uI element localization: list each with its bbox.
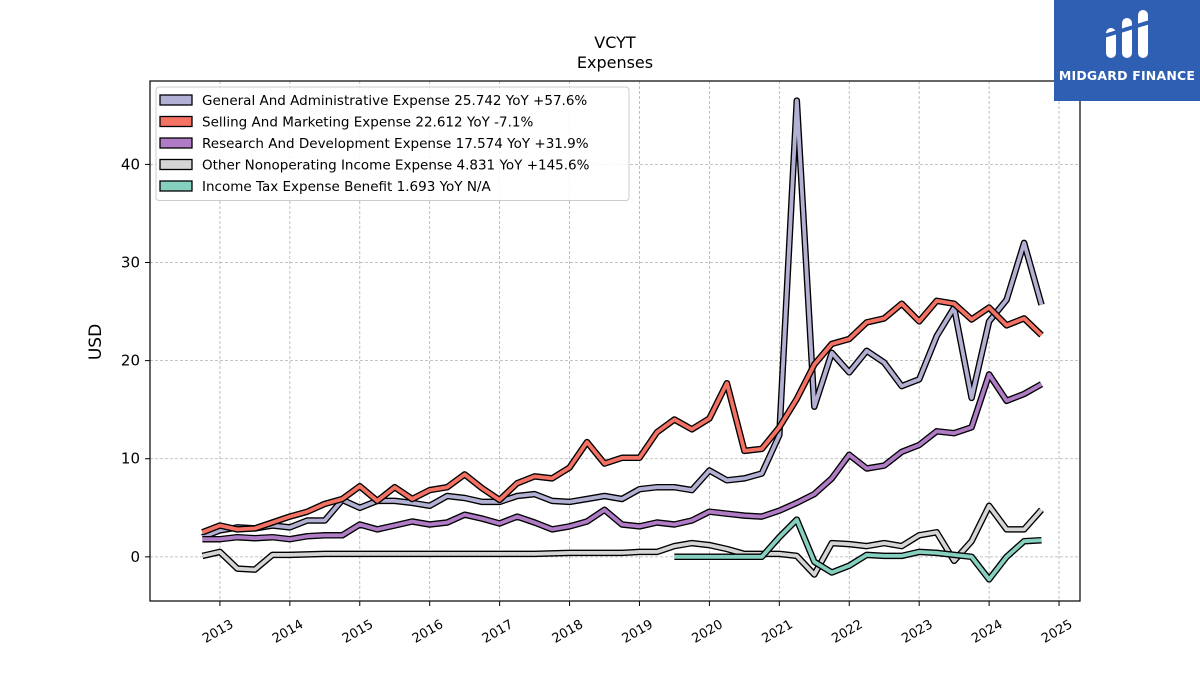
y-tick-label: 10 [121, 450, 140, 468]
legend-item: Income Tax Expense Benefit 1.693 YoY N/A [159, 179, 491, 195]
series-3 [201, 502, 1044, 578]
legend-label: Research And Development Expense 17.574 … [202, 136, 589, 152]
legend-item: Selling And Marketing Expense 22.612 YoY… [159, 115, 533, 131]
x-tick-label: 2020 [690, 617, 726, 647]
x-tick-label: 2022 [829, 617, 865, 647]
brand-mark-icon [1103, 10, 1151, 58]
chart-title: VCYT [594, 33, 636, 52]
legend-item: General And Administrative Expense 25.74… [159, 93, 587, 109]
legend-swatch [159, 158, 193, 171]
x-tick-label: 2018 [550, 617, 586, 647]
x-tick-label: 2021 [759, 617, 795, 647]
axis-ticks: 0 10 20 30 40 2013 2014 2015 2016 2017 2018 2019 202… [121, 155, 1075, 646]
legend-label: Other Nonoperating Income Expense 4.831 … [202, 158, 590, 174]
series-line [674, 517, 1042, 582]
plot-area-frame [149, 80, 1081, 602]
x-tick-label: 2017 [480, 617, 516, 647]
legend-swatch [159, 180, 193, 192]
legend-label: General And Administrative Expense 25.74… [202, 93, 587, 109]
chart-subtitle: Expenses [577, 53, 653, 72]
legend-box [155, 86, 630, 201]
legend-label: Income Tax Expense Benefit 1.693 YoY N/A [202, 179, 491, 195]
y-tick-label: 20 [121, 352, 140, 370]
x-tick-label: 2019 [620, 617, 656, 647]
x-tick-label: 2023 [899, 617, 935, 647]
legend-swatch [159, 137, 193, 149]
y-tick-label: 40 [121, 155, 140, 173]
x-tick-label: 2013 [200, 617, 236, 647]
series-1 [201, 297, 1044, 536]
legend: General And Administrative Expense 25.74… [155, 86, 630, 201]
series-line [202, 372, 1043, 542]
legend-item: Research And Development Expense 17.574 … [159, 136, 589, 152]
y-tick-label: 30 [121, 254, 140, 272]
x-tick-label: 2014 [270, 617, 306, 647]
x-tick-label: 2016 [410, 617, 446, 647]
x-tick-label: 2015 [340, 617, 376, 647]
series-2 [202, 371, 1044, 543]
x-tick-label: 2025 [1039, 617, 1075, 647]
y-axis-label: USD [86, 324, 106, 360]
series-line [201, 503, 1043, 577]
legend-swatch [159, 94, 193, 106]
legend-swatch [159, 115, 193, 128]
brand-name: MIDGARD FINANCE [1058, 68, 1196, 83]
legend-item: Other Nonoperating Income Expense 4.831 … [159, 158, 590, 174]
series-lines [201, 97, 1045, 583]
series-4 [674, 516, 1042, 583]
legend-label: Selling And Marketing Expense 22.612 YoY… [202, 115, 533, 131]
series-line [201, 298, 1043, 535]
brand-logo: MIDGARD FINANCE [1054, 0, 1200, 101]
x-tick-label: 2024 [969, 617, 1005, 647]
y-tick-label: 0 [130, 548, 140, 566]
